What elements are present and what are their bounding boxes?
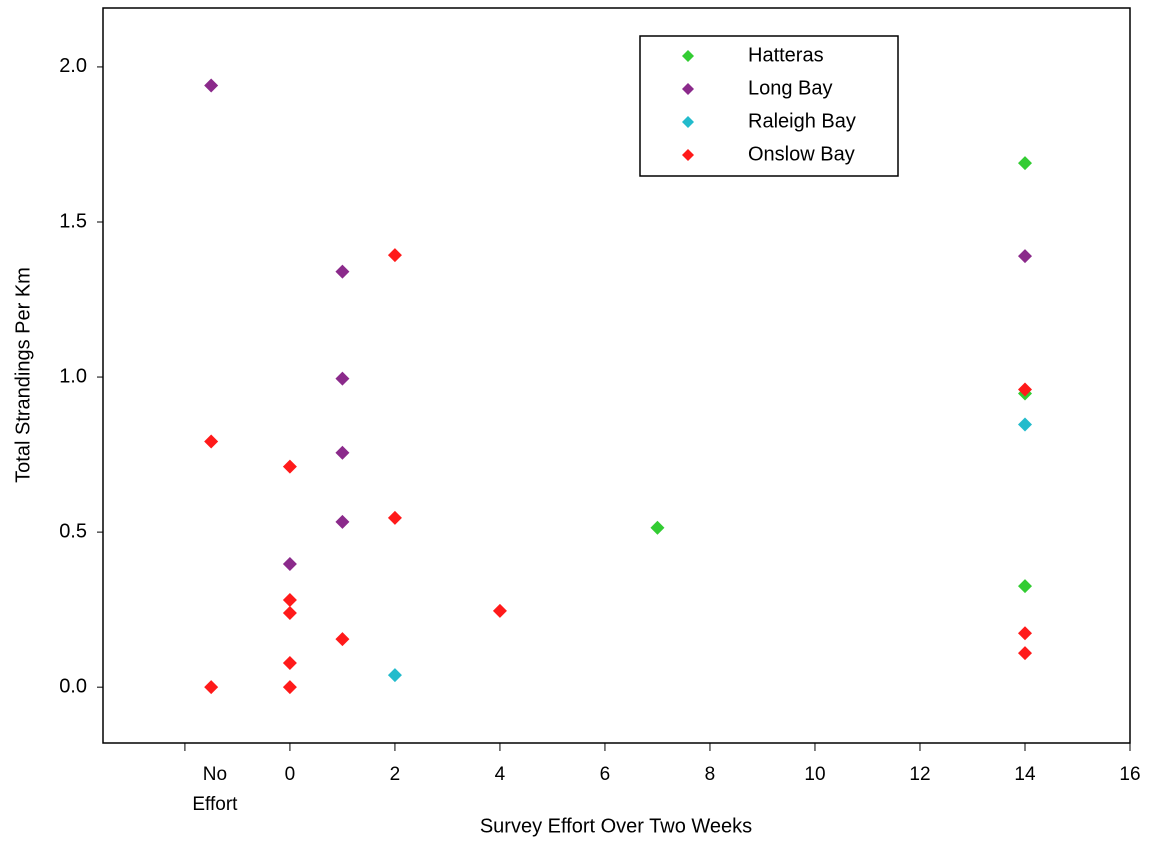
y-tick-label: 1.0 [59,365,87,387]
y-axis-label: Total Strandings Per Km [12,267,34,483]
point [1017,626,1032,641]
point [1017,417,1032,432]
point [650,520,665,535]
point [204,680,219,695]
point [335,514,350,529]
x-tick-label: 2 [389,764,401,785]
legend-marker [682,83,694,95]
legend-marker [682,50,694,62]
x-tick-label: 0 [284,764,296,785]
y-tick-label: 1.5 [59,210,87,232]
point [282,606,297,621]
legend-label: Hatteras [748,44,824,66]
point [387,668,402,683]
point [387,510,402,525]
point [335,445,350,460]
x-tick-label: 6 [599,764,611,785]
x-tick-label: 16 [1119,764,1141,785]
legend-marker [682,149,694,161]
point [282,680,297,695]
point [1017,382,1032,397]
point [387,248,402,263]
y-tick-label: 0.0 [59,675,87,697]
x-tick-label: 14 [1014,764,1036,785]
point [282,593,297,608]
point [282,655,297,670]
y-tick-label: 2.0 [59,55,87,77]
x-tick-label: 12 [909,764,931,785]
point [282,557,297,572]
x-tick-label: 8 [704,764,716,785]
legend-label: Long Bay [748,77,833,99]
x-tick-label: No Effort [192,764,238,815]
point [335,371,350,386]
y-tick-label: 0.5 [59,520,87,542]
point [1017,579,1032,594]
point [204,434,219,449]
legend-box [639,35,899,177]
x-axis-label: Survey Effort Over Two Weeks [480,815,752,837]
point [1017,249,1032,264]
point [204,78,219,93]
point [282,459,297,474]
point [335,632,350,647]
plot-frame [102,7,1131,744]
point [1017,646,1032,661]
x-tick-label: 10 [804,764,826,785]
point [492,603,507,618]
legend-label: Onslow Bay [748,143,855,165]
legend-label: Raleigh Bay [748,110,856,132]
point [1017,156,1032,171]
point [335,264,350,279]
legend-marker [682,116,694,128]
x-tick-label: 4 [494,764,506,785]
